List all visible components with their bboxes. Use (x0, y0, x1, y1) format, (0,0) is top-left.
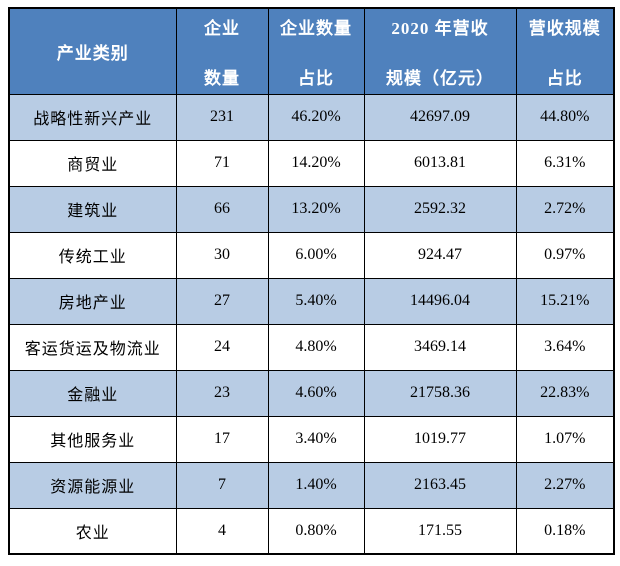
cell-revenue-pct: 2.72% (515, 185, 615, 233)
cell-revenue-pct: 1.07% (515, 415, 615, 463)
cell-revenue: 21758.36 (363, 369, 517, 417)
cell-category: 客运货运及物流业 (8, 323, 177, 371)
cell-category: 资源能源业 (8, 461, 177, 509)
cell-count: 4 (175, 507, 269, 555)
header-label: 企业 (204, 18, 240, 38)
table-row: 商贸业 71 14.20% 6013.81 6.31% (8, 139, 615, 187)
column-header-revenue-share: 营收规模 占比 (515, 7, 615, 95)
header-label: 占比 (298, 68, 334, 88)
cell-revenue-pct: 22.83% (515, 369, 615, 417)
cell-revenue: 2163.45 (363, 461, 517, 509)
column-header-revenue-2020: 2020 年营收 规模（亿元） (363, 7, 517, 95)
table-row: 传统工业 30 6.00% 924.47 0.97% (8, 231, 615, 279)
table-row: 战略性新兴产业 231 46.20% 42697.09 44.80% (8, 93, 615, 141)
table-row: 其他服务业 17 3.40% 1019.77 1.07% (8, 415, 615, 463)
cell-count-pct: 1.40% (267, 461, 365, 509)
cell-revenue: 3469.14 (363, 323, 517, 371)
header-label: 占比 (546, 68, 583, 88)
cell-count-pct: 14.20% (267, 139, 365, 187)
table-header: 产业类别 企业 数量 企业数量 占比 (8, 7, 615, 95)
cell-revenue-pct: 3.64% (515, 323, 615, 371)
column-header-count-share: 企业数量 占比 (267, 7, 365, 95)
table-row: 农业 4 0.80% 171.55 0.18% (8, 507, 615, 555)
cell-count: 23 (175, 369, 269, 417)
header-row: 产业类别 企业 数量 企业数量 占比 (8, 7, 615, 95)
table-row: 资源能源业 7 1.40% 2163.45 2.27% (8, 461, 615, 509)
header-label: 数量 (204, 68, 240, 88)
header-label: 2020 年营收 (391, 18, 489, 38)
cell-revenue-pct: 6.31% (515, 139, 615, 187)
cell-category: 商贸业 (8, 139, 177, 187)
cell-count-pct: 0.80% (267, 507, 365, 555)
cell-count-pct: 6.00% (267, 231, 365, 279)
cell-count-pct: 46.20% (267, 93, 365, 141)
table-row: 客运货运及物流业 24 4.80% 3469.14 3.64% (8, 323, 615, 371)
cell-count: 66 (175, 185, 269, 233)
column-header-category: 产业类别 (8, 7, 177, 95)
cell-count-pct: 3.40% (267, 415, 365, 463)
cell-count-pct: 13.20% (267, 185, 365, 233)
cell-revenue: 171.55 (363, 507, 517, 555)
cell-revenue: 42697.09 (363, 93, 517, 141)
table-row: 房地产业 27 5.40% 14496.04 15.21% (8, 277, 615, 325)
cell-revenue-pct: 0.97% (515, 231, 615, 279)
cell-count: 27 (175, 277, 269, 325)
header-label: 产业类别 (56, 43, 129, 63)
cell-revenue: 2592.32 (363, 185, 517, 233)
column-header-enterprise-count: 企业 数量 (175, 7, 269, 95)
cell-count-pct: 4.80% (267, 323, 365, 371)
cell-count: 24 (175, 323, 269, 371)
cell-count: 17 (175, 415, 269, 463)
cell-revenue: 1019.77 (363, 415, 517, 463)
cell-category: 房地产业 (8, 277, 177, 325)
cell-revenue: 14496.04 (363, 277, 517, 325)
header-label: 营收规模 (528, 18, 601, 38)
cell-category: 战略性新兴产业 (8, 93, 177, 141)
cell-count-pct: 5.40% (267, 277, 365, 325)
cell-count: 71 (175, 139, 269, 187)
industry-revenue-table: 产业类别 企业 数量 企业数量 占比 (8, 7, 615, 555)
cell-revenue-pct: 0.18% (515, 507, 615, 555)
cell-count: 30 (175, 231, 269, 279)
cell-revenue: 6013.81 (363, 139, 517, 187)
cell-category: 传统工业 (8, 231, 177, 279)
header-label: 企业数量 (280, 18, 352, 38)
table-row: 金融业 23 4.60% 21758.36 22.83% (8, 369, 615, 417)
cell-category: 建筑业 (8, 185, 177, 233)
cell-category: 其他服务业 (8, 415, 177, 463)
cell-count: 7 (175, 461, 269, 509)
cell-revenue-pct: 15.21% (515, 277, 615, 325)
cell-revenue-pct: 44.80% (515, 93, 615, 141)
cell-revenue-pct: 2.27% (515, 461, 615, 509)
cell-revenue: 924.47 (363, 231, 517, 279)
cell-count: 231 (175, 93, 269, 141)
cell-category: 金融业 (8, 369, 177, 417)
header-label: 规模（亿元） (386, 68, 494, 88)
table-body: 战略性新兴产业 231 46.20% 42697.09 44.80% 商贸业 7… (8, 93, 615, 555)
table-row: 建筑业 66 13.20% 2592.32 2.72% (8, 185, 615, 233)
cell-count-pct: 4.60% (267, 369, 365, 417)
cell-category: 农业 (8, 507, 177, 555)
